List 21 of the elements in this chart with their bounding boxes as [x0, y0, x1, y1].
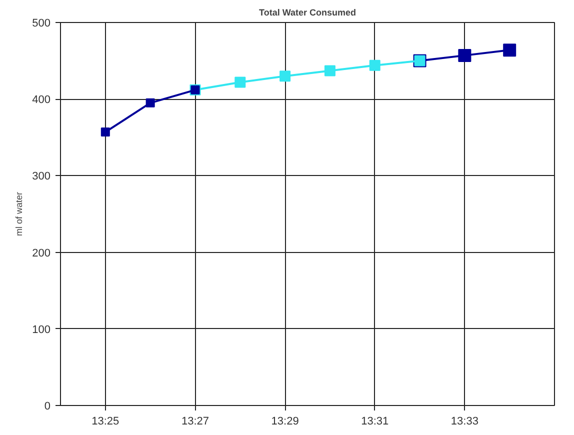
y-tick-label: 300 — [32, 170, 51, 183]
chart-title: Total Water Consumed — [259, 8, 356, 18]
point — [280, 70, 291, 82]
y-tick-label: 500 — [32, 18, 51, 30]
x-tick-label: 13:27 — [181, 416, 209, 428]
point — [458, 48, 472, 62]
y-axis-title: ml of water — [14, 192, 24, 236]
point — [369, 60, 380, 71]
point — [324, 65, 336, 76]
y-tick-label: 200 — [32, 247, 51, 260]
y-tick-label: 100 — [32, 324, 51, 336]
x-tick-label: 13:33 — [450, 416, 478, 428]
x-tick-label: 13:25 — [92, 416, 120, 428]
point — [100, 128, 110, 137]
y-tick-label: 400 — [32, 94, 51, 106]
x-tick-label: 13:31 — [361, 416, 389, 428]
point — [146, 98, 155, 108]
point — [503, 44, 516, 57]
x-tick-label: 13:29 — [271, 416, 299, 428]
y-tick-label: 0 — [44, 400, 51, 412]
point — [234, 76, 246, 88]
